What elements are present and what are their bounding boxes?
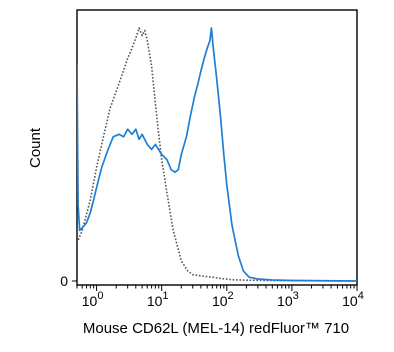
x-axis-ticks: 100 101 102 103 104 (76, 285, 364, 309)
x-tick-label: 100 (82, 290, 104, 309)
x-tick-label: 104 (342, 290, 364, 309)
x-tick-label: 102 (212, 290, 234, 309)
plot-frame (76, 9, 358, 286)
stained-histogram-line (77, 27, 357, 282)
y-axis-title: Count (27, 127, 44, 168)
x-tick-label: 103 (277, 290, 299, 309)
x-tick-label: 101 (147, 290, 169, 309)
y-tick-label: 0 (60, 273, 68, 289)
x-axis-title: Mouse CD62L (MEL-14) redFluor™ 710 (83, 320, 349, 337)
series-layer (77, 27, 357, 282)
control-histogram-line (77, 27, 357, 282)
y-axis-ticks: 0 (60, 273, 77, 289)
